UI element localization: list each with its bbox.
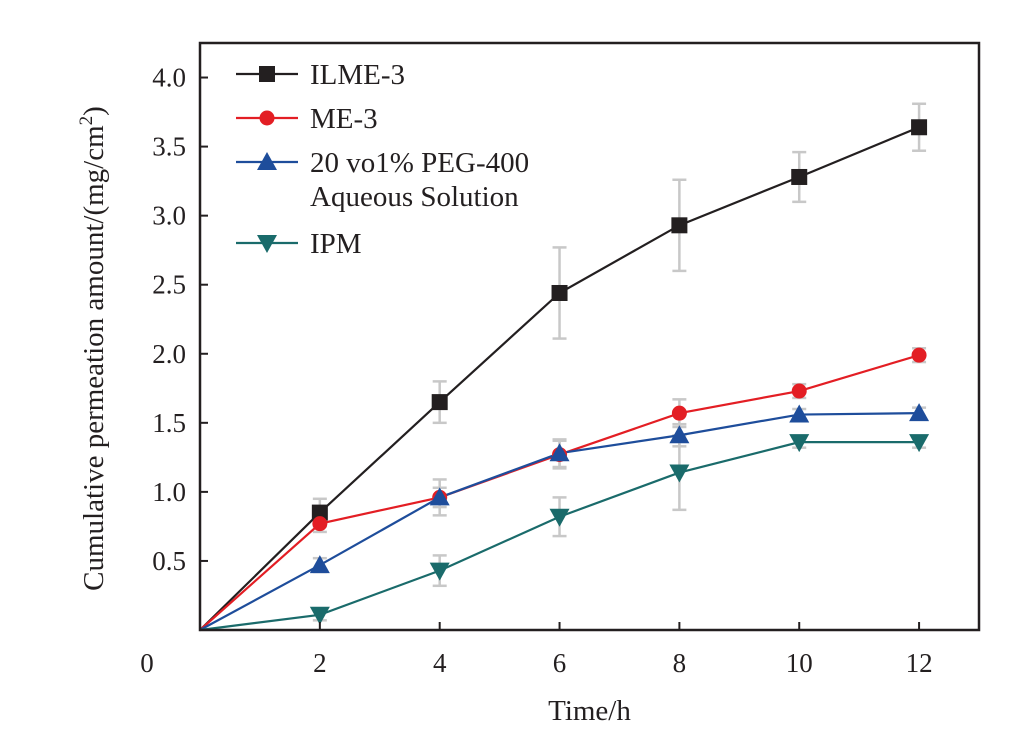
y-tick-label: 2.5 — [152, 270, 186, 300]
data-point — [791, 168, 808, 185]
data-point — [429, 487, 450, 506]
data-point — [551, 284, 568, 301]
y-tick-label: 2.0 — [152, 339, 186, 369]
legend-marker — [257, 152, 277, 170]
legend-marker — [257, 235, 277, 253]
axis-ticks: 2 4 6 8 10 12 0.5 1.0 1.5 2.0 2.5 3.0 3.5 4.0 — [152, 63, 932, 678]
data-point — [309, 606, 330, 625]
x-tick-label: 8 — [673, 648, 687, 678]
y-axis-title: Cumulative permeation amount/(mg/cm2) — [76, 106, 110, 591]
legend-label: IPM — [310, 228, 362, 260]
y-axis-title-main: Cumulative permeation amount/(mg/cm — [78, 125, 110, 591]
data-point — [909, 434, 930, 453]
data-point — [312, 516, 328, 532]
series-line — [199, 354, 920, 631]
legend-label: 20 vo1% PEG-400 — [310, 147, 529, 179]
y-tick-label: 3.0 — [152, 201, 186, 231]
legend-marker — [259, 110, 275, 126]
x-tick-label: 10 — [786, 648, 813, 678]
y-axis-title-suffix: ) — [78, 106, 110, 116]
plot-frame — [198, 41, 981, 632]
y-tick-label: 4.0 — [152, 63, 186, 93]
y-tick-label: 0.5 — [152, 546, 186, 576]
data-point — [671, 217, 688, 234]
x-tick-label: 2 — [313, 648, 327, 678]
data-point — [911, 347, 927, 363]
series-line — [199, 126, 920, 631]
data-point — [791, 383, 807, 399]
data-point — [429, 562, 450, 581]
x-tick-label: 4 — [433, 648, 447, 678]
data-point — [311, 504, 328, 521]
x-tick-label: 12 — [906, 648, 933, 678]
data-point — [309, 555, 330, 574]
data-point — [549, 443, 570, 462]
y-axis-title-superscript: 2 — [76, 116, 97, 126]
x-tick-label: 6 — [553, 648, 567, 678]
y-tick-label: 3.5 — [152, 132, 186, 162]
y-tick-label: 1.5 — [152, 408, 186, 438]
data-point — [669, 425, 690, 444]
data-point — [549, 508, 570, 527]
data-point — [669, 464, 690, 483]
data-point — [911, 119, 928, 136]
data-point — [789, 434, 810, 453]
series-lines — [199, 126, 920, 632]
data-point — [909, 403, 930, 422]
data-point — [671, 405, 687, 421]
legend-label: ME-3 — [310, 103, 378, 135]
legend-label: ILME-3 — [310, 59, 405, 91]
x-origin-label: 0 — [140, 648, 154, 678]
y-tick-label: 1.0 — [152, 477, 186, 507]
data-point — [431, 394, 448, 411]
legend-marker — [259, 66, 275, 82]
x-axis-title: Time/h — [548, 695, 631, 727]
data-point — [789, 404, 810, 423]
series-markers — [309, 119, 930, 625]
legend-label-line2: Aqueous Solution — [310, 181, 519, 213]
